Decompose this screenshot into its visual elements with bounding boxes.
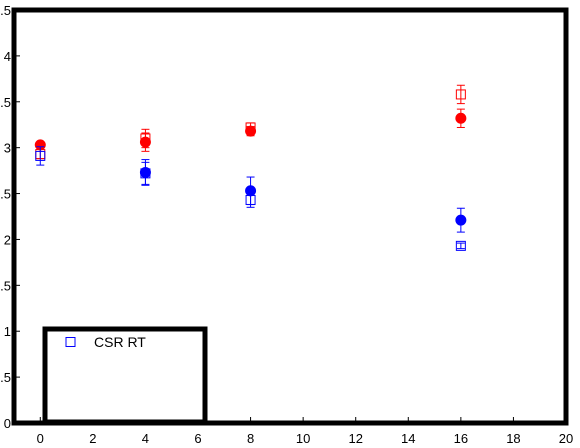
plot-frame bbox=[11, 7, 569, 426]
legend-label: CSR RT bbox=[94, 334, 146, 350]
data-points bbox=[34, 84, 467, 251]
y-tick-label: 1 bbox=[4, 324, 11, 339]
data-point-circle bbox=[245, 185, 257, 197]
y-tick-label: 3.5 bbox=[0, 95, 11, 110]
x-tick-label: 14 bbox=[401, 431, 415, 446]
x-tick-label: 8 bbox=[247, 431, 254, 446]
y-tick-label: 4.5 bbox=[0, 3, 11, 18]
legend: CSR RT bbox=[42, 326, 208, 425]
data-point-circle bbox=[455, 214, 467, 226]
x-tick-label: 0 bbox=[37, 431, 44, 446]
data-point-circle bbox=[455, 112, 467, 124]
y-tick-label: 4 bbox=[4, 49, 11, 64]
y-tick-label: 0.5 bbox=[0, 370, 11, 385]
x-tick-label: 18 bbox=[506, 431, 520, 446]
x-tick-label: 20 bbox=[559, 431, 573, 446]
y-tick-label: 2 bbox=[4, 232, 11, 247]
x-tick-label: 6 bbox=[194, 431, 201, 446]
data-point-square bbox=[35, 150, 46, 161]
legend-marker-square bbox=[65, 337, 76, 347]
data-point-circle bbox=[139, 166, 151, 178]
x-tick-label: 16 bbox=[454, 431, 468, 446]
data-point-square bbox=[455, 240, 466, 251]
legend-box bbox=[42, 326, 208, 425]
x-tick-label: 2 bbox=[89, 431, 96, 446]
x-tick-label: 10 bbox=[296, 431, 310, 446]
data-point-circle bbox=[245, 125, 257, 137]
data-point-square bbox=[455, 89, 466, 100]
data-point-circle bbox=[139, 136, 151, 148]
x-tick-label: 4 bbox=[142, 431, 149, 446]
y-tick-label: 3 bbox=[4, 141, 11, 156]
x-tick-label: 12 bbox=[348, 431, 362, 446]
y-tick-label: 1.5 bbox=[0, 278, 11, 293]
y-tick-label: 2.5 bbox=[0, 187, 11, 202]
y-tick-label: 0 bbox=[4, 416, 11, 431]
axes: 0 2 4 6 8 10 12 14 16 18 20 0 0.5 1 1.5 2 2.5 3 3.5 4 4.5 bbox=[0, 3, 573, 446]
